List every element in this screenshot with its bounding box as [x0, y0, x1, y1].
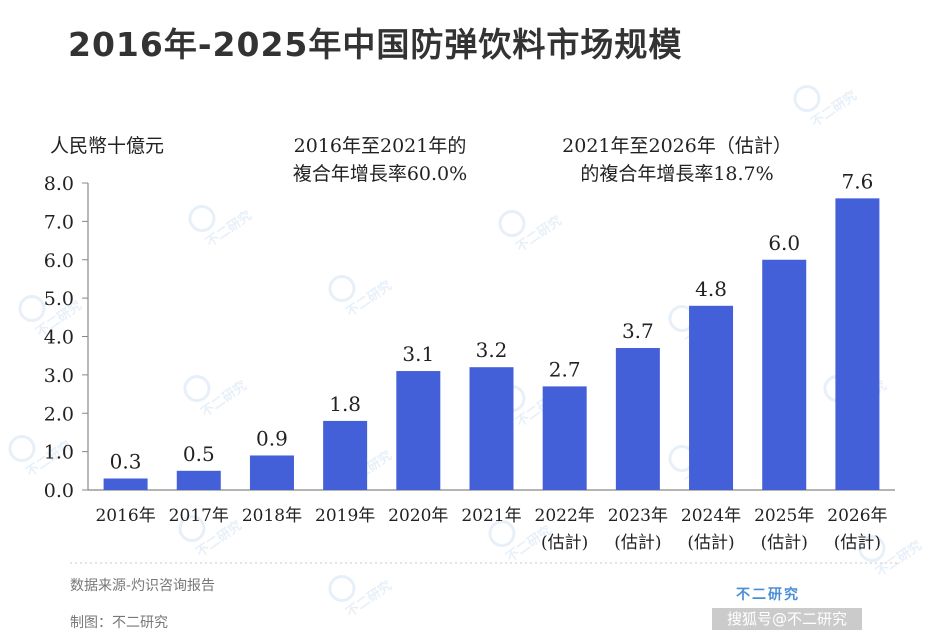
- watermark-mark: 不二研究: [793, 85, 860, 131]
- bar-value-label: 3.1: [402, 342, 434, 366]
- bar-value-label: 6.0: [768, 231, 800, 255]
- bar-value-label: 1.8: [329, 392, 361, 416]
- bar: [762, 259, 807, 490]
- watermark-logo-icon: [18, 295, 46, 323]
- bar: [615, 348, 660, 490]
- bar-value-label: 2.7: [549, 357, 581, 381]
- bar: [689, 305, 734, 490]
- x-tick-label: 2026年: [827, 506, 887, 526]
- platform-watermark: 搜狐号@不二研究: [712, 608, 862, 630]
- bar-value-label: 7.6: [842, 169, 874, 193]
- y-tick-label: 7.0: [44, 211, 74, 233]
- watermark-logo-icon: [858, 535, 886, 563]
- watermark-logo-icon: [328, 275, 356, 303]
- x-tick-label: 2018年: [242, 506, 302, 526]
- watermark-logo-icon: [8, 435, 36, 463]
- x-tick-label: 2025年: [754, 506, 814, 526]
- y-tick-label: 1.0: [44, 442, 74, 464]
- bar: [835, 198, 880, 490]
- cagr-annotation: 的複合年增長率18.7%: [580, 163, 773, 185]
- x-tick-label: (估計): [541, 533, 588, 553]
- watermark-mark: 不二研究: [328, 575, 395, 621]
- watermark-text: 不二研究: [513, 213, 565, 256]
- x-tick-label: 2024年: [681, 506, 741, 526]
- x-tick-label: 2019年: [315, 506, 375, 526]
- x-tick-label: 2021年: [461, 506, 521, 526]
- watermark-logo-icon: [183, 375, 211, 403]
- watermark-logo-icon: [498, 210, 526, 238]
- y-tick-label: 4.0: [44, 327, 74, 349]
- brand-logo-text: 不二研究: [736, 587, 800, 603]
- x-tick-label: 2016年: [95, 506, 155, 526]
- x-tick-label: 2023年: [608, 506, 668, 526]
- x-tick-label: 2022年: [535, 506, 595, 526]
- watermark-logo-icon: [178, 515, 206, 543]
- watermark-logo-icon: [328, 575, 356, 603]
- bar-value-label: 3.2: [476, 338, 508, 362]
- watermark-text: 不二研究: [198, 378, 250, 421]
- bar-value-label: 4.8: [695, 277, 727, 301]
- chart-title: 2016年-2025年中国防弹饮料市场规模: [68, 25, 683, 64]
- y-tick-label: 5.0: [44, 288, 74, 310]
- bar: [176, 470, 221, 490]
- y-tick-label: 0.0: [44, 480, 74, 502]
- made-by-note: 制图：不二研究: [70, 615, 168, 631]
- watermark-mark: 不二研究: [183, 375, 250, 421]
- bar: [323, 420, 368, 490]
- bar-value-label: 0.9: [256, 426, 288, 450]
- watermark-mark: 不二研究: [188, 205, 255, 251]
- y-tick-label: 3.0: [44, 365, 74, 387]
- x-tick-label: (估計): [614, 533, 661, 553]
- watermark-text: 不二研究: [808, 88, 860, 131]
- watermark-mark: 不二研究: [328, 275, 395, 321]
- y-tick-label: 6.0: [44, 250, 74, 272]
- data-source-note: 数据来源-灼识咨询报告: [70, 578, 216, 594]
- bar: [469, 367, 514, 490]
- watermark-text: 不二研究: [343, 278, 395, 321]
- watermark-logo-icon: [793, 85, 821, 113]
- x-tick-label: (估計): [761, 533, 808, 553]
- cagr-annotation: 複合年增長率60.0%: [293, 163, 467, 185]
- x-tick-label: (估計): [834, 533, 881, 553]
- bar: [542, 386, 587, 490]
- y-tick-label: 8.0: [44, 173, 74, 195]
- bar-value-label: 3.7: [622, 319, 654, 343]
- cagr-annotation: 2016年至2021年的: [294, 135, 467, 157]
- bar-value-label: 0.5: [183, 442, 215, 466]
- y-tick-label: 2.0: [44, 403, 74, 425]
- x-tick-label: 2020年: [388, 506, 448, 526]
- bar: [249, 455, 294, 490]
- cagr-annotation: 2021年至2026年（估計）: [562, 135, 792, 157]
- x-tick-label: (估計): [687, 533, 734, 553]
- watermark-logo-icon: [188, 205, 216, 233]
- watermark-logo-icon: [488, 520, 516, 548]
- watermark-text: 不二研究: [203, 208, 255, 251]
- watermark-text: 不二研究: [343, 578, 395, 621]
- x-tick-label: 2017年: [169, 506, 229, 526]
- watermark-mark: 不二研究: [498, 210, 565, 256]
- y-axis-title: 人民幣十億元: [50, 135, 164, 157]
- bar: [396, 371, 441, 490]
- bar-value-label: 0.3: [110, 449, 142, 473]
- watermark-mark: 不二研究: [178, 515, 245, 560]
- bar: [103, 478, 148, 490]
